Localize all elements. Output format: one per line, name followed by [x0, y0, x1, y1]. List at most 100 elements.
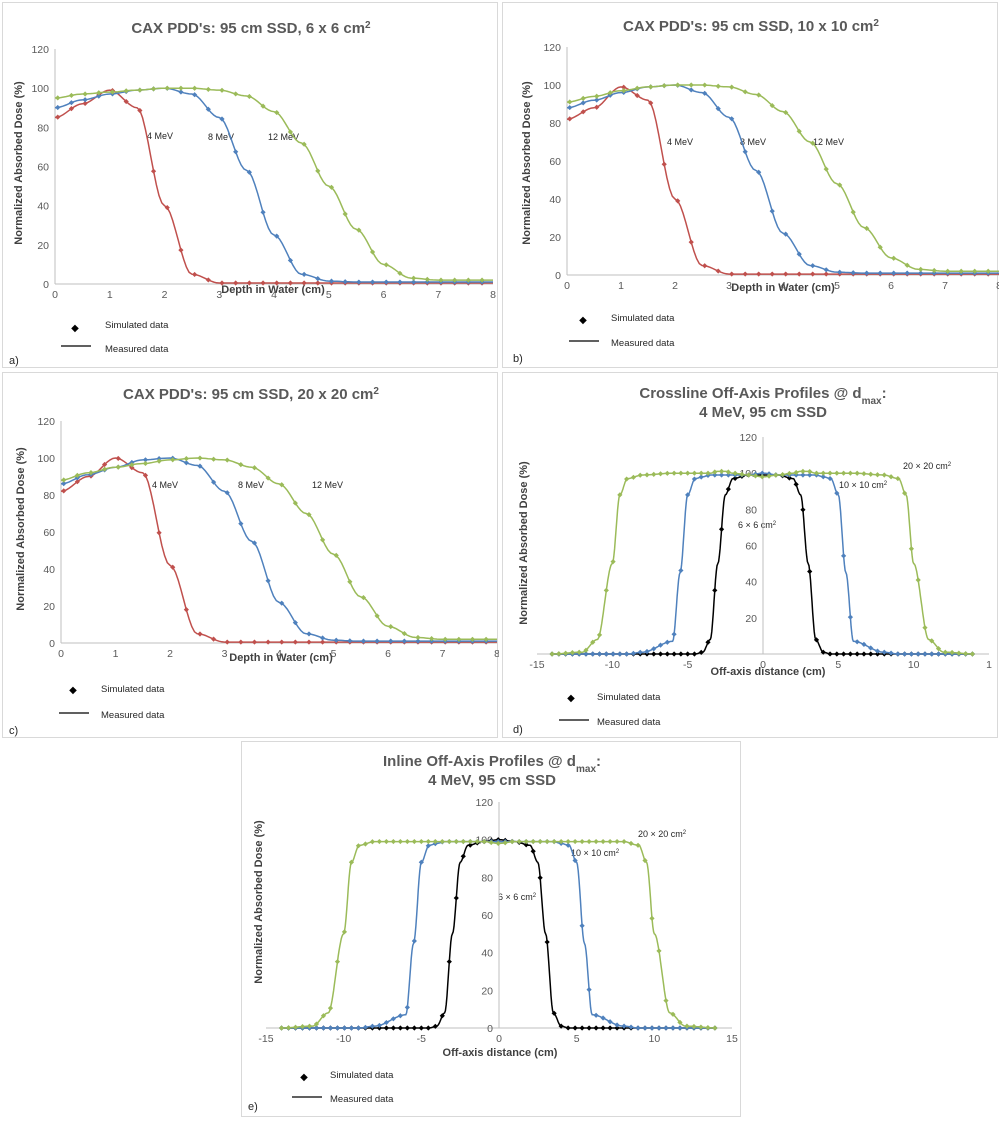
- y-tick-label: 80: [37, 122, 49, 134]
- simulated-point: [850, 270, 856, 276]
- simulated-point: [238, 462, 244, 468]
- simulated-point: [657, 651, 664, 657]
- simulated-point: [150, 86, 157, 92]
- simulated-point: [891, 255, 897, 261]
- x-tick-label: 6: [381, 289, 387, 301]
- chart-c-annotation-4mev: 4 MeV: [152, 480, 178, 490]
- simulated-point: [425, 838, 431, 845]
- chart-d-title-line2: 4 MeV, 95 cm SSD: [699, 404, 827, 421]
- simulated-point: [769, 208, 775, 214]
- simulated-point: [712, 469, 718, 475]
- simulated-point: [348, 1025, 355, 1031]
- simulated-point: [374, 638, 380, 644]
- simulated-point: [868, 651, 874, 657]
- simulated-point: [915, 577, 921, 583]
- y-tick-label: 0: [49, 638, 55, 650]
- simulated-point: [579, 1025, 585, 1031]
- chart-a-title: CAX PDD's: 95 cm SSD, 6 x 6 cm2: [131, 20, 371, 38]
- simulated-point: [868, 471, 874, 477]
- simulated-point: [572, 857, 578, 864]
- chart-a-annotation-8mev: 8 MeV: [208, 132, 234, 142]
- simulated-point: [915, 651, 921, 657]
- x-tick-label: 10: [648, 1033, 660, 1045]
- x-tick-label: 1: [113, 648, 119, 660]
- simulated-point: [729, 271, 735, 277]
- simulated-point: [945, 268, 951, 274]
- simulated-point: [796, 128, 802, 134]
- simulated-point: [369, 249, 376, 255]
- simulated-point: [265, 578, 271, 584]
- simulated-point: [383, 279, 389, 285]
- simulated-point: [881, 472, 887, 478]
- simulated-point: [580, 95, 586, 102]
- simulated-point: [895, 651, 901, 657]
- simulated-point: [759, 474, 765, 480]
- simulated-point: [197, 631, 203, 637]
- simulated-point: [861, 471, 867, 477]
- simulated-point: [306, 631, 312, 637]
- simulated-point: [315, 168, 321, 174]
- simulated-point: [877, 270, 883, 276]
- simulated-point: [691, 470, 698, 476]
- simulated-point: [661, 83, 667, 89]
- simulated-point: [418, 838, 424, 845]
- simulated-point: [854, 470, 860, 476]
- simulated-point: [205, 277, 211, 283]
- simulated-point: [877, 244, 883, 250]
- simulated-point: [813, 637, 820, 643]
- simulated-point: [685, 651, 691, 657]
- simulated-point: [383, 838, 389, 845]
- y-tick-label: 120: [475, 797, 493, 809]
- simulated-point: [810, 271, 816, 277]
- simulated-point: [197, 455, 203, 461]
- y-tick-label: 120: [543, 42, 561, 54]
- simulated-point: [807, 568, 813, 575]
- legend-measured-label: Measured data: [101, 710, 165, 721]
- simulated-point: [607, 90, 613, 96]
- x-tick-label: 8: [996, 280, 999, 292]
- simulated-point: [664, 639, 670, 645]
- simulated-point: [621, 838, 627, 845]
- simulated-markers-2: [55, 85, 485, 283]
- simulated-point: [651, 471, 657, 478]
- simulated-point: [688, 82, 694, 88]
- simulated-point: [698, 470, 704, 476]
- simulated-point: [183, 607, 189, 613]
- simulated-point: [376, 838, 382, 845]
- simulated-point: [123, 88, 129, 94]
- simulated-point: [651, 646, 657, 652]
- measured-curve-2: [566, 84, 999, 272]
- simulated-point: [415, 638, 421, 644]
- simulated-markers-1: [278, 838, 718, 1031]
- simulated-point: [260, 209, 266, 215]
- simulated-point: [823, 271, 829, 277]
- simulated-point: [664, 651, 670, 657]
- simulated-point: [278, 1025, 285, 1031]
- simulated-point: [299, 1023, 306, 1030]
- simulated-point: [624, 651, 630, 657]
- simulated-point: [274, 109, 280, 116]
- simulated-point: [342, 279, 348, 285]
- simulated-point: [698, 1024, 704, 1030]
- simulated-point: [411, 1025, 417, 1031]
- simulated-point: [649, 915, 655, 921]
- chart-d-legend: ◆ Simulated data Measured data: [559, 692, 661, 728]
- simulated-point: [246, 169, 252, 175]
- simulated-point: [969, 651, 976, 657]
- simulated-point: [61, 477, 67, 483]
- y-tick-label: 20: [43, 601, 55, 613]
- simulated-point: [810, 263, 816, 269]
- simulated-point: [675, 198, 681, 204]
- chart-b-legend: ◆ Simulated data Measured data: [569, 313, 675, 349]
- simulated-point: [756, 92, 762, 98]
- y-tick-label: 20: [481, 985, 493, 997]
- chart-b-annotation-12mev: 12 MeV: [813, 137, 844, 147]
- y-tick-label: 120: [739, 432, 757, 444]
- chart-c-title: CAX PDD's: 95 cm SSD, 20 x 20 cm2: [123, 386, 379, 404]
- simulated-point: [251, 639, 258, 645]
- simulated-point: [827, 651, 833, 657]
- simulated-point: [383, 262, 389, 268]
- panel-label-c: c): [9, 725, 18, 737]
- simulated-point: [759, 470, 765, 476]
